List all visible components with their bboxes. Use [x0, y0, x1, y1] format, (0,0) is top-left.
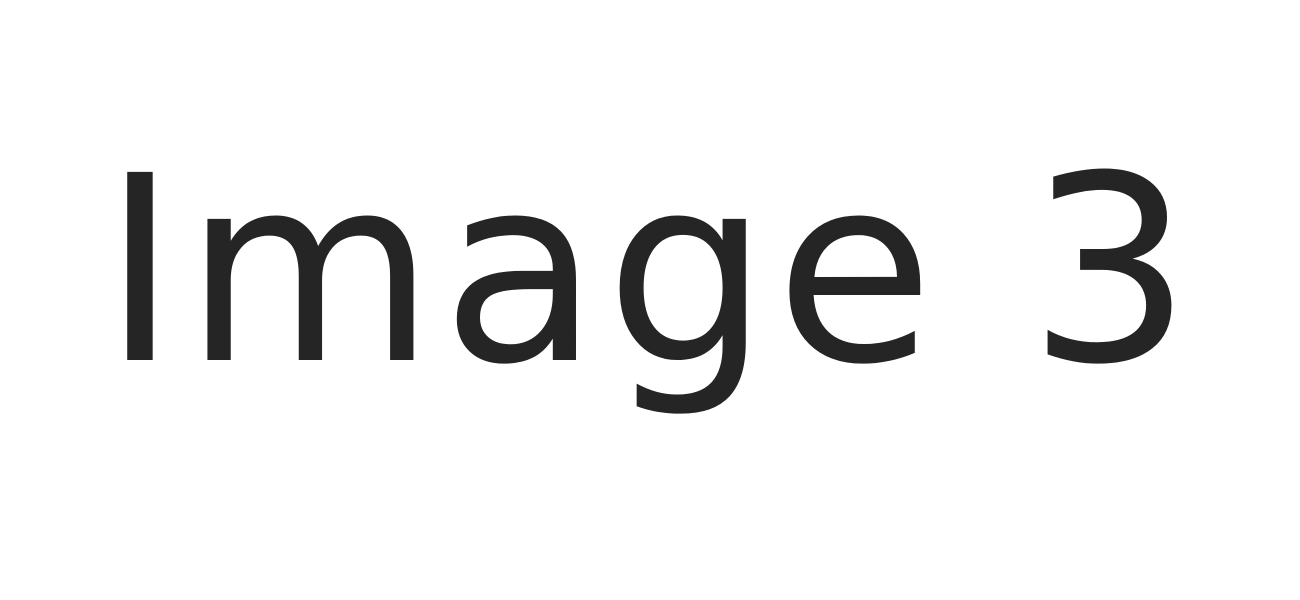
placeholder-label: Image 3	[101, 121, 1199, 421]
